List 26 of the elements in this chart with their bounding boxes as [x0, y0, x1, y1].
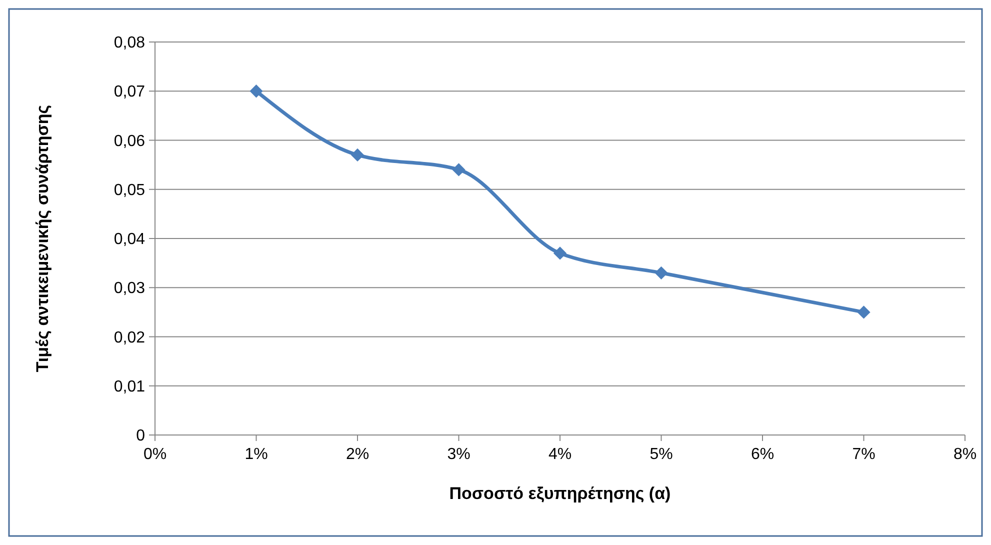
x-tick-label: 5%: [650, 446, 673, 463]
x-tick-label: 3%: [447, 446, 470, 463]
x-tick-label: 7%: [852, 446, 876, 463]
y-tick-label: 0,05: [114, 182, 146, 199]
point: [553, 246, 567, 260]
y-tick-label: 0,04: [114, 231, 146, 248]
y-tick-label: 0,01: [114, 378, 146, 396]
x-tick-label: 6%: [750, 446, 774, 463]
y-tick-label: 0,08: [114, 34, 146, 52]
x-tick-label: 4%: [548, 446, 572, 463]
y-tick-label: 0,06: [114, 132, 146, 150]
y-axis-title: Τιμές αντικειμενικής συνάρτησης: [33, 104, 52, 372]
x-tick-label: 0%: [143, 446, 167, 463]
y-tick-label: 0,07: [114, 84, 146, 101]
point: [452, 163, 466, 176]
x-tick-label: 2%: [346, 446, 370, 463]
x-tick-label: 1%: [244, 446, 268, 463]
y-tick-label: 0: [136, 428, 146, 445]
point: [350, 148, 364, 162]
point: [250, 84, 263, 98]
x-tick-label: 8%: [953, 446, 977, 463]
point: [654, 266, 668, 280]
point: [857, 306, 870, 319]
y-tick-label: 0,03: [114, 280, 146, 298]
y-tick-label: 0,02: [114, 329, 146, 346]
x-axis-title: Ποσοστό εξυπηρέτησης (α): [449, 484, 671, 503]
